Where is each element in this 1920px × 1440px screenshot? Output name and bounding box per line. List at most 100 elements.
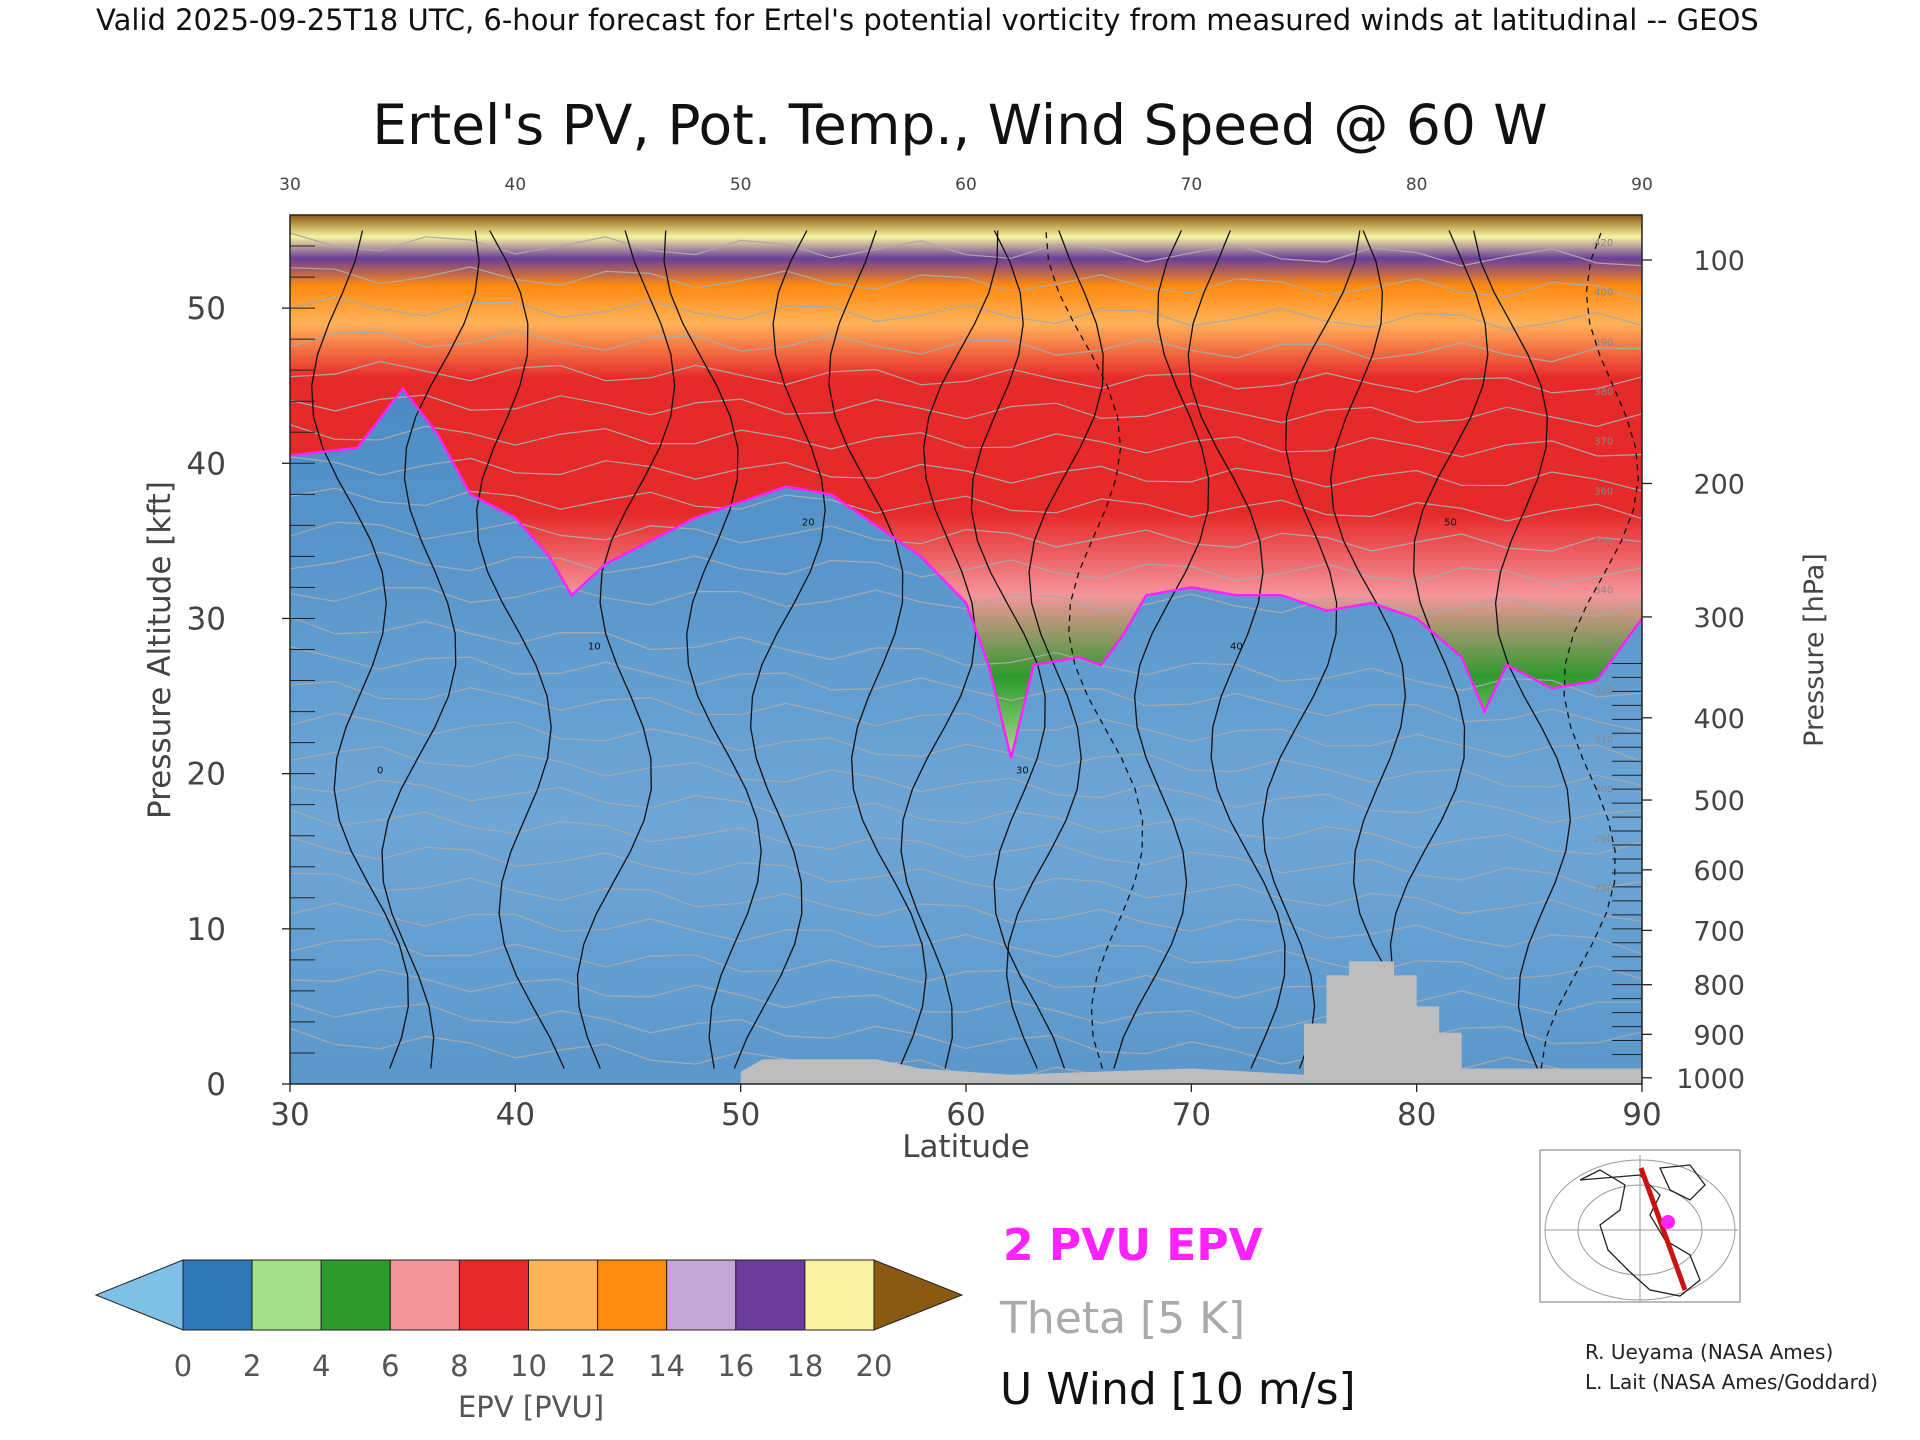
colorbar-bin: [528, 1259, 599, 1331]
theta-line: [290, 456, 1642, 492]
theta-label: 390: [1594, 337, 1613, 348]
colorbar-bin: [458, 1259, 529, 1331]
colorbar-tick-label: 16: [717, 1349, 754, 1383]
x-tick-label: 40: [496, 1097, 535, 1133]
colorbar-under-arrow: [94, 1259, 184, 1331]
pressure-tick-label: 400: [1693, 704, 1745, 735]
pressure-tick-label: 800: [1693, 971, 1745, 1002]
y-tick-label: 0: [206, 1067, 226, 1103]
top-tick-label: 40: [505, 175, 527, 195]
theta-line: [290, 394, 1642, 428]
theta-line: [290, 585, 1642, 618]
u-wind-line: [663, 230, 762, 1069]
cross-section-line: [1638, 1167, 1688, 1291]
theta-line: [290, 296, 1642, 331]
colorbar-tick-label: 6: [381, 1349, 399, 1383]
colorbar-bin: [389, 1259, 460, 1331]
theta-line: [290, 712, 1642, 788]
location-marker: [1661, 1215, 1675, 1229]
colorbar-tick-label: 0: [174, 1349, 192, 1383]
y-axis-label-left: Pressure Altitude [kft]: [142, 481, 178, 819]
x-tick-label: 60: [946, 1097, 985, 1133]
colorbar-bin: [666, 1259, 737, 1331]
colorbar-tick-label: 8: [450, 1349, 468, 1383]
theta-line: [290, 836, 1642, 922]
u-wind-line: [1330, 230, 1428, 1069]
theta-line: [290, 616, 1642, 698]
theta-line: [290, 330, 1642, 363]
legend-2pvu: 2 PVU EPV: [1003, 1220, 1263, 1271]
theta-label: 340: [1594, 586, 1613, 597]
theta-line: [290, 646, 1642, 733]
theta-label: 370: [1594, 437, 1613, 448]
theta-label: 280: [1594, 884, 1613, 895]
colorbar-tick-label: 12: [579, 1349, 616, 1383]
u-wind-line: [900, 230, 999, 1069]
u-wind-line: [576, 230, 676, 1069]
y-tick-label: 40: [187, 446, 226, 482]
colorbar-tick-label: 10: [510, 1349, 547, 1383]
theta-line: [290, 487, 1642, 522]
pressure-tick-label: 600: [1693, 856, 1745, 887]
x-tick-label: 80: [1397, 1097, 1436, 1133]
u-wind-line: [1187, 230, 1286, 1069]
theta-line: [290, 424, 1642, 458]
theta-label: 330: [1594, 635, 1613, 646]
theta-label: 290: [1594, 834, 1613, 845]
colorbar-bin: [251, 1259, 322, 1331]
x-axis-label: Latitude: [902, 1129, 1030, 1165]
colorbar-bin: [735, 1259, 806, 1331]
colorbar-tick-label: 14: [648, 1349, 685, 1383]
x-tick-label: 90: [1622, 1097, 1661, 1133]
u-wind-line: [1540, 230, 1640, 1069]
colorbar: 0 2 4 6 8 10 12 14 16 18 20: [94, 1259, 964, 1383]
colorbar-tick-label: 4: [312, 1349, 330, 1383]
theta-line: [290, 746, 1642, 824]
pressure-tick-label: 900: [1693, 1020, 1745, 1051]
u-wind-line: [1472, 230, 1571, 1069]
top-tick-label: 90: [1631, 175, 1653, 195]
y-tick-label: 50: [187, 291, 226, 327]
u-wind-line: [1389, 230, 1489, 1069]
u-wind-line: [1113, 230, 1210, 1069]
pressure-tick-label: 300: [1693, 603, 1745, 634]
plot-field: 4204003903803703603503403303203103002902…: [290, 215, 1642, 1084]
x-tick-label: 70: [1172, 1097, 1211, 1133]
theta-label: 400: [1594, 288, 1613, 299]
theta-label: 320: [1594, 685, 1613, 696]
theta-label: 420: [1594, 238, 1613, 249]
theta-line: [290, 232, 1642, 267]
u-wind-line: [828, 230, 927, 1069]
u-wind-label: 30: [1016, 766, 1029, 777]
top-tick-label: 30: [279, 175, 301, 195]
u-wind-line: [1261, 230, 1361, 1069]
colorbar-bin: [804, 1259, 875, 1331]
credit-line-1: R. Ueyama (NASA Ames): [1585, 1340, 1833, 1364]
theta-line: [290, 902, 1642, 980]
u-wind-line: [1005, 230, 1104, 1069]
theta-label: 300: [1594, 784, 1613, 795]
colorbar-tick-label: 2: [243, 1349, 261, 1383]
theta-line: [290, 872, 1642, 955]
x-tick-label: 30: [270, 1097, 309, 1133]
theta-line: [290, 551, 1642, 586]
colorbar-over-arrow: [873, 1259, 964, 1331]
colorbar-label: EPV [PVU]: [458, 1390, 604, 1424]
theta-label: 350: [1594, 536, 1613, 547]
theta-label: 360: [1594, 486, 1613, 497]
chart-title: Ertel's PV, Pot. Temp., Wind Speed @ 60 …: [372, 93, 1547, 157]
valid-time-line: Valid 2025-09-25T18 UTC, 6-hour forecast…: [96, 3, 1759, 37]
u-wind-line: [476, 230, 565, 1069]
pressure-tick-label: 200: [1693, 469, 1745, 500]
u-wind-line: [733, 230, 826, 1069]
top-tick-label: 60: [955, 175, 977, 195]
theta-label: 380: [1594, 387, 1613, 398]
colorbar-tick-label: 18: [786, 1349, 823, 1383]
pressure-tick-label: 700: [1693, 916, 1745, 947]
colorbar-bin: [597, 1259, 668, 1331]
u-wind-label: 0: [377, 766, 383, 777]
u-wind-label: 50: [1444, 517, 1457, 528]
x-tick-label: 50: [721, 1097, 760, 1133]
stratosphere-field: [290, 215, 1642, 759]
